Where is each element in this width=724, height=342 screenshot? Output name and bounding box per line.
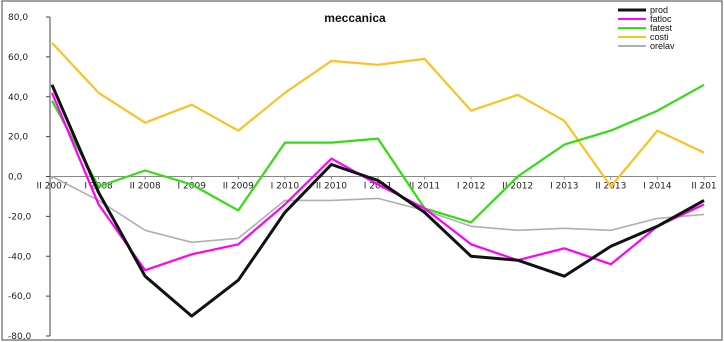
x-tick-label: II 2009 xyxy=(223,182,254,192)
x-tick-label: II 201 xyxy=(691,182,716,192)
x-tick-label: I 2009 xyxy=(178,182,207,192)
series-line-fatloc xyxy=(50,92,705,272)
series-line-costi xyxy=(51,42,705,188)
x-tick-label: I 2010 xyxy=(271,182,300,192)
y-tick-label: 80,0 xyxy=(8,13,28,23)
y-axis: 80,0 60,0 40,0 20,0 0,0 -20,0 -40,0 -60,0 -80,0 xyxy=(8,13,51,342)
y-tick-label: 60,0 xyxy=(8,53,28,63)
x-tick-label: II 2010 xyxy=(316,182,347,192)
legend-label-fatest: fatest xyxy=(650,23,673,33)
y-tick-label: -20,0 xyxy=(8,212,32,222)
x-tick-label: II 2011 xyxy=(409,182,440,192)
legend-label-orelav: orelav xyxy=(650,41,675,51)
y-tick-label: -40,0 xyxy=(8,252,32,262)
series-line-orelav xyxy=(51,175,705,244)
legend-label-fatloc: fatloc xyxy=(650,14,672,24)
y-tick-label: -80,0 xyxy=(8,332,32,342)
y-tick-label: 20,0 xyxy=(8,133,28,143)
y-tick-label: -60,0 xyxy=(8,292,32,302)
x-tick-label: I 2011 xyxy=(364,182,392,192)
chart-title: meccanica xyxy=(324,11,386,25)
legend-label-costi: costi xyxy=(650,32,669,42)
series-line-fatest xyxy=(51,83,705,224)
series-line-prod xyxy=(50,84,705,318)
x-tick-label: II 2007 xyxy=(36,182,67,192)
series-group xyxy=(50,42,705,318)
x-tick-label: I 2014 xyxy=(643,182,672,192)
x-tick-label: II 2008 xyxy=(130,182,161,192)
x-tick-label: I 2012 xyxy=(457,182,485,192)
y-tick-label: 40,0 xyxy=(8,93,28,103)
x-tick-label: I 2013 xyxy=(550,182,578,192)
y-tick-label: 0,0 xyxy=(8,173,23,183)
legend-label-prod: prod xyxy=(650,5,668,15)
x-tick-label: II 2012 xyxy=(502,182,533,192)
